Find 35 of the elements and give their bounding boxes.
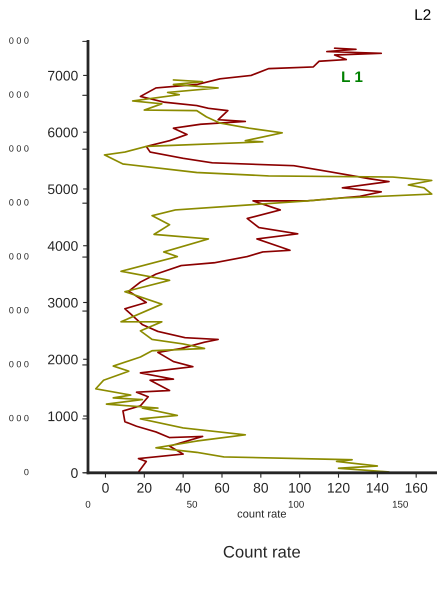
text: 0 0 0 xyxy=(9,145,29,152)
x-tick-label: 160 xyxy=(406,482,428,493)
x-tick-label: 80 xyxy=(254,482,268,493)
x2-axis-title: count rate xyxy=(238,510,286,518)
text: 0 0 0 xyxy=(9,199,29,206)
y-tick-label: 6000 xyxy=(48,128,78,138)
text: 0 0 0 xyxy=(9,414,29,422)
text: 0 0 0 xyxy=(9,37,29,44)
annotation: L 1 xyxy=(342,71,362,82)
y-tick-label: 1000 xyxy=(48,411,78,422)
x2-tick-label: 150 xyxy=(392,500,408,508)
text: 0 0 0 xyxy=(9,360,29,368)
x-tick-label: 0 xyxy=(102,482,109,493)
x-tick-label: 140 xyxy=(366,482,388,493)
x-tick-label: 40 xyxy=(176,482,190,493)
x-axis-title: Count rate xyxy=(224,546,300,558)
x-tick-label: 120 xyxy=(328,482,350,493)
x2-tick-label: 50 xyxy=(187,500,198,508)
y-tick-label: 5000 xyxy=(48,184,78,194)
text: L2 xyxy=(415,9,430,20)
x2-tick-label: 100 xyxy=(288,500,304,508)
text: 0 xyxy=(24,468,29,476)
y-tick-label: 2000 xyxy=(48,354,78,364)
x2-tick-label: 0 xyxy=(86,500,90,508)
x-tick-label: 20 xyxy=(137,482,152,493)
line-series xyxy=(122,47,390,473)
text: 0 0 0 xyxy=(9,91,29,98)
x-tick-label: 100 xyxy=(289,482,311,493)
y-tick-label: 3000 xyxy=(48,298,78,308)
x-tick-label: 60 xyxy=(214,482,230,493)
text: 0 0 0 xyxy=(9,253,29,260)
text: 0 0 0 xyxy=(9,307,29,314)
y-tick-label: 0 xyxy=(71,468,78,478)
y-tick-label: 7000 xyxy=(48,70,78,81)
y-tick-label: 4000 xyxy=(48,241,78,251)
